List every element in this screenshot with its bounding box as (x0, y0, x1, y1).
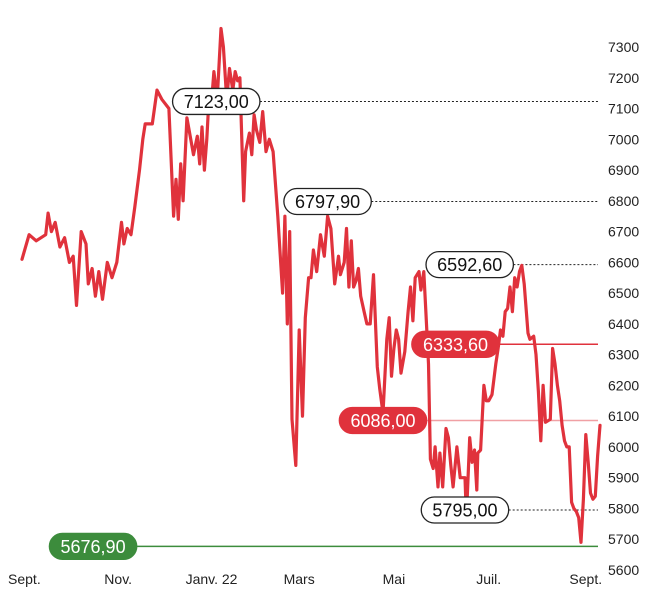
value-annotation: 5795,00 (420, 496, 510, 524)
annotation-badge (283, 187, 372, 216)
x-tick-label: Nov. (104, 571, 132, 587)
y-tick-label: 6900 (608, 162, 639, 178)
value-annotation: 6333,60 (411, 330, 500, 358)
annotation-badge (338, 406, 428, 435)
y-tick-label: 7100 (608, 101, 639, 117)
annotation-label: 6797,90 (295, 192, 360, 212)
y-tick-label: 5800 (608, 500, 639, 516)
annotation-badge (420, 496, 510, 524)
series-layer (20, 26, 602, 544)
value-annotation: 6592,60 (425, 250, 515, 279)
annotation-label: 6086,00 (350, 411, 415, 431)
annotation-label: 7123,00 (184, 92, 249, 112)
annotation-label: 6333,60 (423, 335, 488, 355)
y-axis: 7300 7200 7100 7000 6900 6800 6700 6600 6500 6400… (608, 39, 639, 578)
x-tick-label: Mai (383, 571, 406, 587)
y-tick-label: 7200 (608, 70, 639, 86)
x-tick-label: Sept. (8, 571, 41, 587)
annotation-badge (411, 330, 500, 358)
x-tick-label: Mars (284, 571, 315, 587)
x-tick-label: Janv. 22 (186, 571, 238, 587)
y-tick-label: 6500 (608, 285, 639, 301)
value-annotation: 7123,00 (171, 87, 261, 116)
value-annotation: 6797,90 (283, 187, 372, 216)
y-tick-label: 6600 (608, 254, 639, 270)
annotation-layer: 7123,00 6797,90 6592,60 6333,60 6086,00 5795,… (48, 87, 515, 560)
y-tick-label: 7300 (608, 39, 639, 55)
annotation-label: 6592,60 (437, 255, 502, 275)
value-annotation: 5676,90 (48, 532, 138, 560)
annotation-badge (48, 532, 138, 560)
y-tick-label: 6700 (608, 224, 639, 240)
annotation-badge (171, 87, 261, 116)
y-tick-label: 6100 (608, 408, 639, 424)
y-tick-label: 6800 (608, 193, 639, 209)
y-tick-label: 5600 (608, 562, 639, 578)
x-tick-label: Juil. (476, 571, 501, 587)
y-tick-label: 5900 (608, 470, 639, 486)
y-tick-label: 7000 (608, 131, 639, 147)
y-tick-label: 6000 (608, 439, 639, 455)
x-tick-label: Sept. (569, 571, 602, 587)
annotation-label: 5676,90 (61, 537, 126, 557)
price-series-line (20, 26, 602, 544)
y-tick-label: 6300 (608, 347, 639, 363)
reference-lines (136, 100, 598, 548)
annotation-badge (425, 250, 515, 279)
y-tick-label: 5700 (608, 531, 639, 547)
y-tick-label: 6400 (608, 316, 639, 332)
x-axis: Sept. Nov. Janv. 22 Mars Mai Juil. Sept. (8, 571, 602, 587)
y-tick-label: 6200 (608, 377, 639, 393)
annotation-label: 5795,00 (432, 501, 497, 521)
value-annotation: 6086,00 (338, 406, 428, 435)
